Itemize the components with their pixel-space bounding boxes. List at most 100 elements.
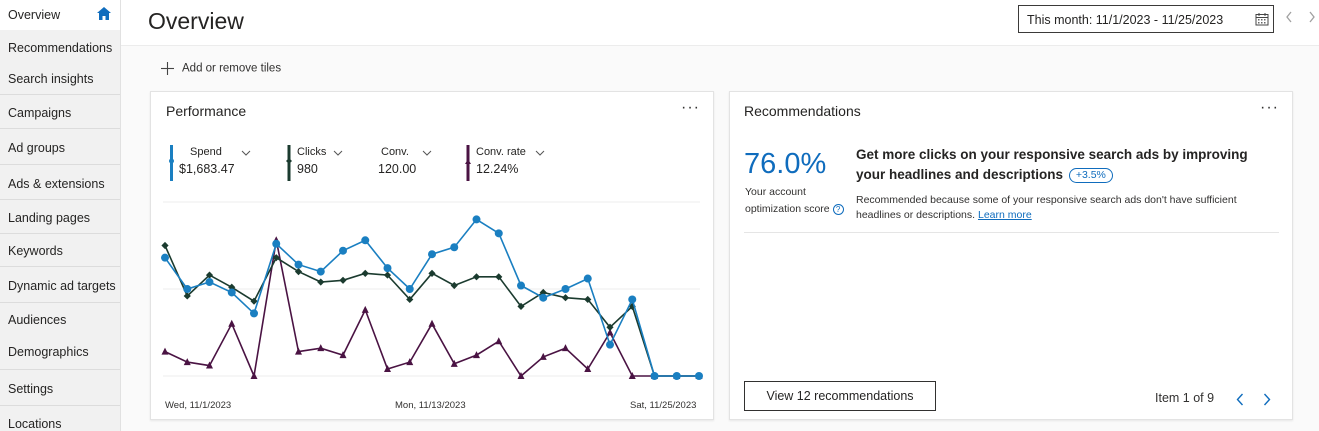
data-point[interactable] <box>517 372 525 379</box>
data-point[interactable] <box>406 358 414 366</box>
data-point[interactable] <box>628 372 636 379</box>
data-point[interactable] <box>361 269 369 277</box>
data-point[interactable] <box>628 295 637 304</box>
data-point[interactable] <box>250 372 258 379</box>
data-point[interactable] <box>539 293 548 302</box>
chevron-down-icon[interactable] <box>333 150 343 156</box>
data-point[interactable] <box>450 243 459 252</box>
data-point[interactable] <box>384 365 391 373</box>
data-point[interactable] <box>494 229 503 238</box>
sidebar-item-ads-extensions[interactable]: Ads & extensions <box>0 177 120 191</box>
series-line <box>164 240 699 379</box>
data-point[interactable] <box>584 365 592 373</box>
optimization-score: 76.0% <box>744 148 827 180</box>
sidebar-item-label: Keywords <box>8 244 63 258</box>
data-point[interactable] <box>383 271 392 279</box>
sidebar-item-audiences[interactable]: Audiences <box>0 313 120 327</box>
data-point[interactable] <box>339 276 347 284</box>
sidebar-item-search-insights[interactable]: Search insights <box>0 72 120 86</box>
sidebar-item-keywords[interactable]: Keywords <box>0 244 120 258</box>
data-point[interactable] <box>428 319 436 327</box>
chevron-right-icon[interactable] <box>1307 10 1317 24</box>
data-point[interactable] <box>339 351 347 359</box>
data-point[interactable] <box>405 285 414 293</box>
data-point[interactable] <box>539 352 547 360</box>
data-point[interactable] <box>161 347 169 355</box>
data-point[interactable] <box>695 372 703 380</box>
learn-more-link[interactable]: Learn more <box>978 209 1032 221</box>
data-point[interactable] <box>672 372 681 380</box>
data-point[interactable] <box>161 253 169 262</box>
data-point[interactable] <box>161 241 169 250</box>
data-point[interactable] <box>250 297 258 305</box>
date-range-picker[interactable]: This month: 11/1/2023 - 11/25/2023 <box>1018 5 1274 33</box>
data-point[interactable] <box>428 250 436 259</box>
data-point[interactable] <box>183 285 192 293</box>
data-point[interactable] <box>495 273 503 281</box>
data-point[interactable] <box>383 264 392 273</box>
data-point[interactable] <box>562 344 569 352</box>
chevron-down-icon[interactable] <box>241 150 251 156</box>
data-point[interactable] <box>606 328 614 336</box>
data-point[interactable] <box>406 295 414 304</box>
calendar-icon[interactable] <box>1255 12 1269 26</box>
data-point[interactable] <box>584 295 592 304</box>
data-point[interactable] <box>650 372 659 380</box>
metric-value: 120.00 <box>378 162 417 176</box>
data-point[interactable] <box>227 288 236 297</box>
data-point[interactable] <box>205 278 214 287</box>
sidebar-divider <box>0 199 120 200</box>
data-point[interactable] <box>206 361 213 369</box>
sidebar-item-dynamic-ad-targets[interactable]: Dynamic ad targets <box>0 279 120 293</box>
data-point[interactable] <box>472 273 481 281</box>
data-point[interactable] <box>472 215 481 224</box>
chevron-down-icon[interactable] <box>535 150 545 156</box>
data-point[interactable] <box>228 319 236 327</box>
sidebar-item-settings[interactable]: Settings <box>0 382 120 396</box>
data-point[interactable] <box>272 239 281 248</box>
data-point[interactable] <box>317 278 325 286</box>
data-point[interactable] <box>495 337 503 345</box>
data-point[interactable] <box>272 254 280 262</box>
data-point[interactable] <box>294 268 303 276</box>
sidebar-item-label: Ads & extensions <box>8 177 105 191</box>
add-remove-tiles-button[interactable]: Add or remove tiles <box>161 62 281 75</box>
data-point[interactable] <box>450 281 458 290</box>
sidebar-item-locations[interactable]: Locations <box>0 417 120 431</box>
sidebar-item-recommendations[interactable]: Recommendations <box>0 41 120 55</box>
data-point[interactable] <box>316 267 325 276</box>
data-point[interactable] <box>339 246 347 255</box>
data-point[interactable] <box>450 359 458 367</box>
data-point[interactable] <box>250 309 258 318</box>
data-point[interactable] <box>295 347 302 355</box>
data-point[interactable] <box>517 281 525 290</box>
data-point[interactable] <box>317 344 325 352</box>
data-point[interactable] <box>228 283 236 291</box>
data-point[interactable] <box>606 340 614 349</box>
more-options-icon[interactable]: ··· <box>1260 99 1279 116</box>
more-options-icon[interactable]: ··· <box>681 99 700 116</box>
chevron-right-icon[interactable] <box>1262 392 1272 407</box>
sidebar-item-label: Overview <box>8 8 61 22</box>
metric-label: Spend <box>190 146 222 158</box>
sidebar-item-ad-groups[interactable]: Ad groups <box>0 141 120 155</box>
divider <box>744 232 1279 233</box>
data-point[interactable] <box>294 260 303 269</box>
sidebar-item-landing-pages[interactable]: Landing pages <box>0 211 120 225</box>
data-point[interactable] <box>361 236 370 245</box>
chevron-down-icon[interactable] <box>422 150 432 156</box>
data-point[interactable] <box>583 274 592 283</box>
data-point[interactable] <box>361 305 369 313</box>
chevron-left-icon[interactable] <box>1284 10 1294 24</box>
data-point[interactable] <box>183 358 191 366</box>
view-recommendations-button[interactable]: View 12 recommendations <box>744 381 936 411</box>
page-title: Overview <box>148 8 244 34</box>
data-point[interactable] <box>606 323 614 331</box>
sidebar-item-campaigns[interactable]: Campaigns <box>0 106 120 120</box>
sidebar-item-demographics[interactable]: Demographics <box>0 345 120 359</box>
data-point[interactable] <box>561 285 570 293</box>
chevron-left-icon[interactable] <box>1235 392 1245 407</box>
help-icon[interactable]: ? <box>832 203 844 215</box>
data-point[interactable] <box>473 351 480 359</box>
data-point[interactable] <box>561 294 570 302</box>
